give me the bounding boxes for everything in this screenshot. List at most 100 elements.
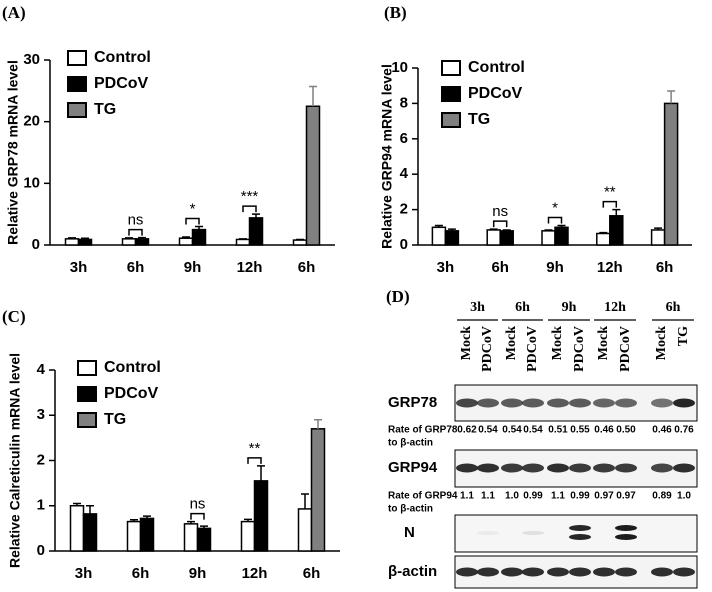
rate-value: 0.97 [616, 491, 636, 502]
rate-value: 0.62 [457, 425, 477, 436]
rate-value: 1.1 [551, 491, 565, 502]
lane-label: PDCoV [572, 326, 587, 372]
error-bar [557, 224, 566, 228]
significance-bracket [128, 228, 143, 236]
error-bar [489, 228, 498, 230]
x-tick-label: 12h [242, 565, 268, 582]
y-tick-label: 8 [400, 94, 408, 111]
legend-label: Control [94, 49, 151, 66]
blot-band [651, 463, 673, 473]
bar [82, 513, 98, 552]
error-bar [447, 228, 456, 231]
x-tick-label: 6h [303, 565, 321, 582]
blot-frame [454, 514, 698, 553]
error-bar [314, 419, 322, 429]
bar [305, 105, 321, 246]
significance-bracket [547, 216, 563, 224]
bar [139, 517, 155, 552]
time-label: 3h [470, 300, 485, 315]
y-tick-label: 20 [23, 113, 40, 130]
blot-band [477, 531, 499, 535]
legend-label: PDCoV [94, 75, 149, 92]
x-tick-label: 3h [75, 565, 93, 582]
y-tick-label: 10 [391, 59, 408, 76]
legend-label: PDCoV [104, 385, 159, 402]
time-label: 12h [604, 300, 626, 315]
blot-band [615, 567, 637, 577]
significance-label: *** [241, 188, 259, 205]
y-tick-label: 30 [23, 51, 40, 68]
significance-bracket [247, 457, 262, 464]
error-bar [244, 518, 252, 522]
rate-value: 0.54 [478, 425, 498, 436]
bar [663, 102, 679, 246]
bar [253, 480, 269, 552]
x-tick-label: 9h [189, 565, 207, 582]
blot-band [593, 567, 615, 577]
legend-swatch [441, 112, 461, 128]
blot-band [569, 463, 591, 473]
y-tick-label: 1 [37, 497, 45, 514]
error-bar [654, 227, 663, 230]
rate-value: 0.54 [502, 425, 522, 436]
error-bar [257, 465, 265, 481]
error-bar [309, 85, 317, 107]
error-bar [130, 519, 138, 522]
rate-value: 1.0 [505, 491, 519, 502]
rate-value: 0.46 [594, 425, 614, 436]
blot-band [456, 463, 478, 473]
lane-label: PDCoV [618, 326, 633, 372]
blot-band [593, 398, 615, 408]
band-label: β-actin [388, 563, 437, 580]
legend-swatch [77, 386, 97, 402]
legend-label: Control [104, 359, 161, 376]
panel-label: (A) [2, 3, 26, 22]
blot-band [593, 463, 615, 473]
panel-label: (B) [384, 3, 407, 22]
legend-swatch [77, 412, 97, 428]
bar [121, 238, 137, 246]
x-tick-label: 9h [546, 259, 564, 276]
bar [191, 228, 207, 246]
rate-value: 0.99 [570, 491, 590, 502]
legend-label: TG [104, 411, 126, 428]
rate-value: 0.99 [523, 491, 543, 502]
blot-band [673, 567, 695, 577]
lane-label: Mock [654, 326, 669, 360]
bar [596, 232, 611, 246]
y-axis-label: Relative Calreticulin mRNA level [7, 353, 23, 568]
error-bar [73, 502, 81, 506]
blot-band [477, 398, 499, 408]
rate-value: 1.1 [460, 491, 474, 502]
blot-band [615, 534, 637, 540]
rate-value: 0.97 [594, 491, 614, 502]
bar [64, 238, 80, 246]
error-bar [187, 520, 195, 524]
x-tick-label: 6h [298, 259, 316, 276]
bar [650, 229, 666, 246]
blot-band [456, 567, 478, 577]
legend-swatch [67, 76, 87, 92]
y-tick-label: 0 [400, 236, 408, 253]
lane-label: Mock [459, 326, 474, 360]
error-bar [138, 236, 146, 239]
error-bar [239, 238, 247, 240]
rate-value: 1.1 [481, 491, 495, 502]
rate-value: 0.54 [523, 425, 543, 436]
lane-label: TG [676, 326, 691, 346]
error-bar [599, 231, 608, 234]
x-tick-label: 3h [437, 259, 455, 276]
rate-value: 0.51 [548, 425, 568, 436]
error-bar [544, 229, 553, 231]
x-tick-label: 12h [237, 259, 263, 276]
y-tick-label: 0 [32, 236, 40, 253]
rate-value: 0.76 [674, 425, 694, 436]
rate-value: 0.55 [570, 425, 590, 436]
error-bar [143, 515, 151, 519]
x-tick-label: 9h [184, 259, 202, 276]
bar [486, 229, 501, 246]
bar [541, 230, 556, 246]
blot-band [501, 463, 523, 473]
blot-band [547, 463, 569, 473]
bar [240, 520, 256, 552]
